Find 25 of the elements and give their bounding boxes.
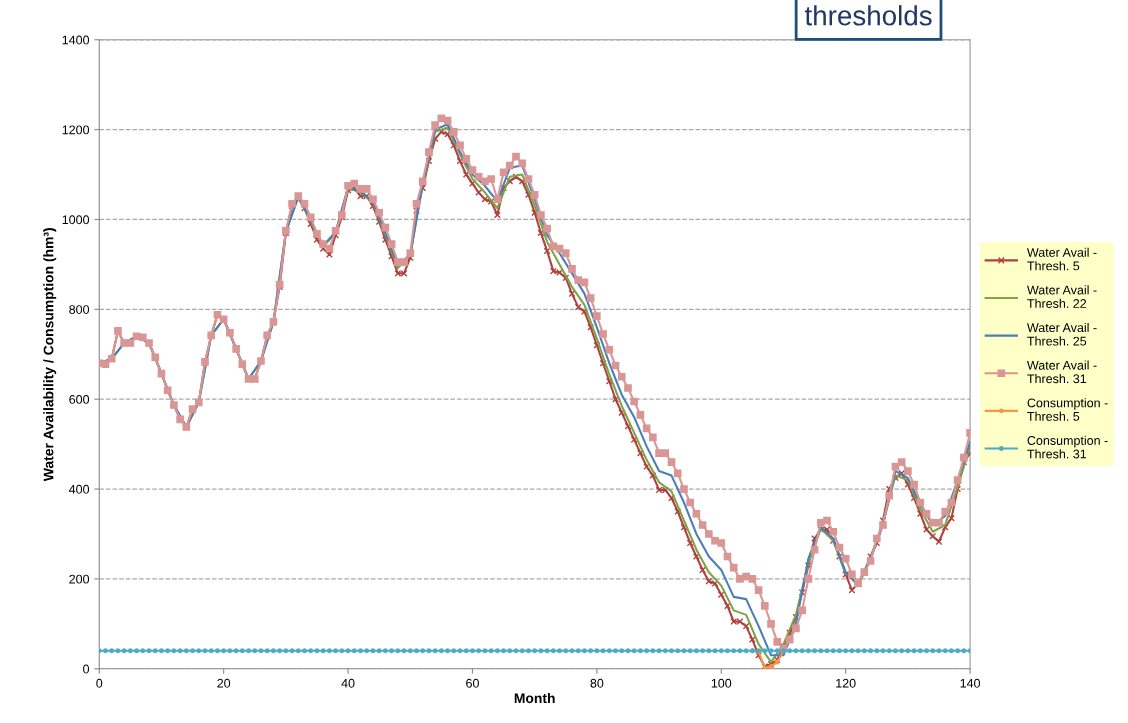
x-tick-label: 40 bbox=[341, 678, 355, 688]
x-tick-label: 60 bbox=[466, 678, 479, 688]
y-tick-label: 400 bbox=[68, 484, 90, 494]
y-tick-label: 1200 bbox=[62, 125, 90, 135]
x-tick-label: 80 bbox=[590, 678, 604, 688]
legend-label: Water Avail - Thresh. 22 bbox=[1026, 285, 1097, 308]
y-tick-label: 200 bbox=[69, 574, 90, 584]
legend-label: Water Avail - Thresh. 31 bbox=[1026, 360, 1097, 384]
y-tick-label: 1400 bbox=[62, 35, 90, 45]
y-axis-title: Water Availability / Consumption (hm³) bbox=[43, 228, 57, 482]
x-tick-label: 120 bbox=[836, 678, 856, 688]
y-tick-label: 800 bbox=[69, 305, 90, 314]
x-tick-label: 140 bbox=[960, 678, 981, 688]
legend-label: Consumption - Thresh. 5 bbox=[1027, 398, 1108, 421]
y-tick-label: 600 bbox=[69, 395, 90, 404]
text: thresholds bbox=[804, 5, 932, 26]
x-tick-label: 0 bbox=[96, 678, 103, 688]
legend-label: Water Avail - Thresh. 5 bbox=[1026, 247, 1097, 271]
x-tick-label: 100 bbox=[711, 678, 732, 688]
legend-label: Consumption - Thresh. 31 bbox=[1027, 435, 1108, 459]
x-axis-title: Month bbox=[514, 692, 555, 704]
y-tick-label: 1000 bbox=[62, 215, 90, 225]
x-tick-label: 20 bbox=[217, 678, 231, 688]
legend-label: Water Avail - Thresh. 25 bbox=[1026, 322, 1097, 346]
y-tick-label: 0 bbox=[83, 664, 90, 674]
